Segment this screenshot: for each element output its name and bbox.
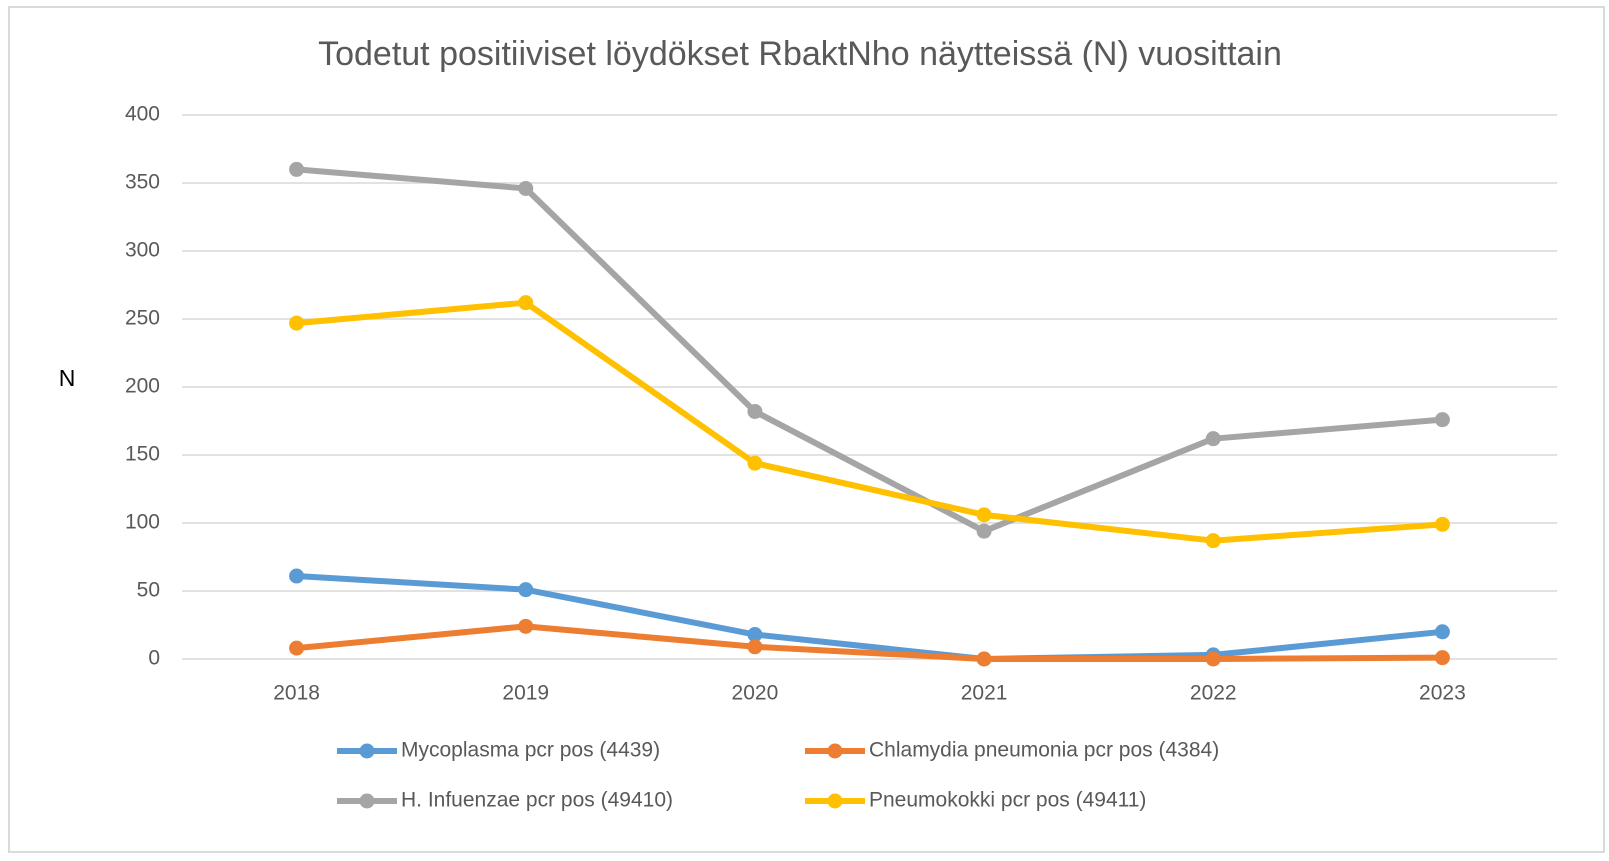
series-line: [296, 166, 1443, 535]
series-line: [296, 623, 1443, 662]
legend-marker: [827, 793, 843, 809]
data-point: [1434, 412, 1450, 428]
series-line: [296, 299, 1443, 544]
y-tick-label: 150: [125, 443, 160, 466]
y-tick-label: 0: [148, 647, 160, 670]
data-point: [289, 640, 305, 656]
legend-label: H. Infuenzae pcr pos (49410): [401, 789, 673, 812]
data-point: [747, 403, 763, 419]
data-point: [1434, 624, 1450, 640]
y-tick-label: 400: [125, 103, 160, 126]
data-point: [289, 161, 305, 177]
y-tick-label: 350: [125, 171, 160, 194]
data-point: [289, 568, 305, 584]
data-point: [976, 651, 992, 667]
chart-border: [8, 6, 1605, 853]
x-tick-label: 2021: [961, 682, 1008, 705]
data-point: [518, 180, 534, 196]
series-line: [296, 573, 1443, 662]
data-point: [1205, 651, 1221, 667]
legend-marker: [359, 743, 375, 759]
data-point: [1434, 516, 1450, 532]
legend-marker: [359, 793, 375, 809]
data-point: [747, 639, 763, 655]
data-point: [518, 582, 534, 598]
data-point: [747, 455, 763, 471]
data-point: [518, 618, 534, 634]
legend-label: Mycoplasma pcr pos (4439): [401, 739, 660, 762]
x-tick-label: 2023: [1419, 682, 1466, 705]
data-point: [1205, 431, 1221, 447]
legend-label: Chlamydia pneumonia pcr pos (4384): [869, 739, 1219, 762]
legend-marker: [827, 743, 843, 759]
y-tick-label: 250: [125, 307, 160, 330]
y-tick-label: 200: [125, 375, 160, 398]
data-point: [976, 523, 992, 539]
chart-title: Todetut positiiviset löydökset RbaktNho …: [318, 35, 1282, 73]
x-tick-label: 2019: [502, 682, 549, 705]
data-point: [747, 627, 763, 643]
data-point: [1434, 650, 1450, 666]
y-tick-label: 300: [125, 239, 160, 262]
x-tick-label: 2022: [1190, 682, 1237, 705]
y-tick-label: 100: [125, 511, 160, 534]
y-axis-label: N: [59, 365, 76, 391]
data-point: [1205, 533, 1221, 549]
data-point: [518, 295, 534, 311]
y-tick-label: 50: [137, 579, 160, 602]
legend-label: Pneumokokki pcr pos (49411): [869, 789, 1146, 812]
x-tick-label: 2020: [732, 682, 779, 705]
data-point: [976, 507, 992, 523]
data-point: [289, 315, 305, 331]
x-tick-label: 2018: [273, 682, 320, 705]
